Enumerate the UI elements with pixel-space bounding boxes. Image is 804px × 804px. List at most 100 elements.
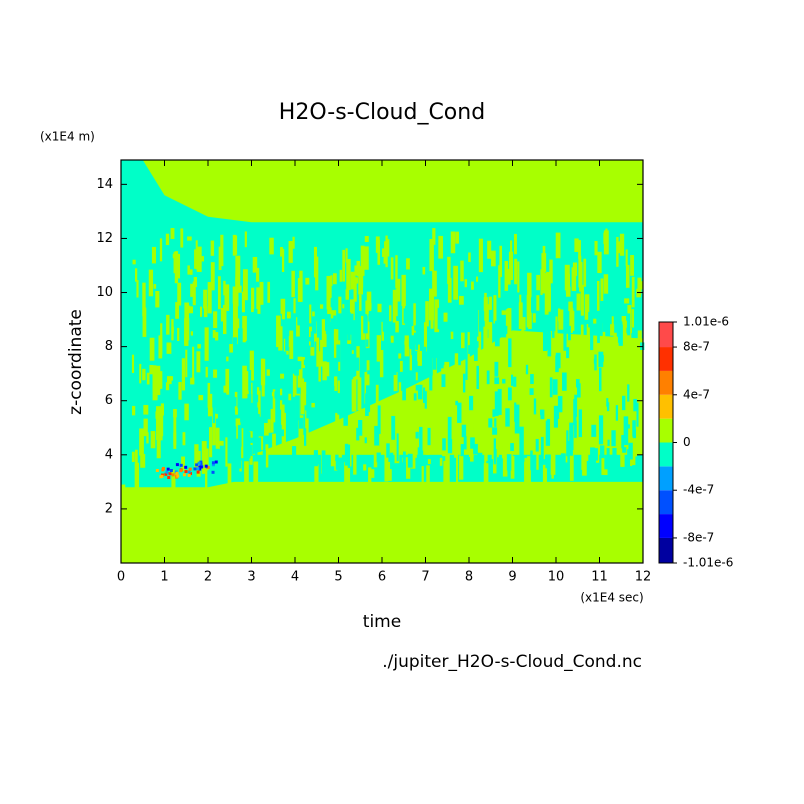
contour-streak	[313, 442, 317, 450]
contour-streak	[373, 451, 378, 468]
contour-streak	[423, 387, 426, 404]
contour-streak	[313, 450, 318, 467]
contour-streak	[353, 448, 357, 475]
contour-streak	[206, 466, 210, 470]
contour-streak	[146, 372, 150, 385]
contour-streak	[458, 420, 463, 432]
contour-streak	[627, 449, 631, 468]
contour-streak	[191, 377, 194, 385]
contour-streak	[297, 356, 303, 388]
contour-streak	[292, 236, 295, 249]
contour-streak	[552, 315, 555, 338]
contour-streak	[134, 449, 138, 480]
contour-streak	[370, 469, 375, 478]
contour-streak	[207, 393, 213, 417]
contour-streak	[299, 270, 303, 302]
contour-streak	[580, 324, 584, 341]
contour-streak	[353, 376, 356, 400]
contour-streak	[518, 364, 521, 385]
contour-streak	[376, 452, 381, 463]
contour-streak	[533, 398, 537, 415]
contour-streak	[618, 324, 623, 346]
contour-streak	[165, 233, 170, 246]
contour-streak	[500, 360, 503, 381]
contour-streak	[566, 430, 569, 457]
contour-streak	[623, 416, 629, 446]
contour-streak	[458, 295, 464, 305]
contour-streak	[555, 352, 561, 369]
contour-streak	[450, 331, 454, 340]
contour-streak	[219, 440, 224, 451]
contour-streak	[196, 467, 200, 471]
contour-streak	[540, 436, 544, 464]
y-tick-label: 4	[105, 447, 113, 462]
contour-streak	[331, 310, 337, 321]
contour-streak	[545, 324, 548, 331]
contour-streak	[155, 290, 160, 308]
contour-streak	[142, 368, 146, 381]
contour-streak	[457, 402, 462, 423]
contour-streak	[205, 448, 209, 471]
contour-streak	[356, 260, 360, 277]
contour-streak	[476, 276, 479, 282]
contour-streak	[536, 441, 539, 470]
contour-streak	[168, 472, 172, 476]
contour-streak	[494, 391, 499, 417]
contour-streak	[192, 346, 195, 379]
contour-streak	[364, 437, 367, 444]
contour-streak	[479, 351, 483, 370]
contour-streak	[391, 415, 396, 440]
contour-streak	[321, 450, 326, 476]
contour-streak	[132, 259, 136, 265]
contour-streak	[175, 463, 179, 467]
contour-streak	[458, 343, 461, 366]
contour-streak	[143, 418, 148, 437]
contour-streak	[438, 235, 444, 259]
contour-streak	[429, 238, 434, 272]
contour-streak	[571, 386, 576, 400]
contour-streak	[535, 310, 541, 325]
contour-streak	[377, 405, 381, 434]
contour-streak	[332, 273, 337, 285]
contour-streak	[530, 374, 534, 384]
contour-streak	[616, 237, 619, 267]
contour-streak	[228, 336, 233, 345]
colorbar-tick-label: 8e-7	[683, 340, 710, 354]
contour-streak	[488, 322, 493, 356]
contour-streak	[153, 284, 157, 289]
contour-streak	[529, 388, 534, 395]
contour-streak	[627, 313, 631, 336]
contour-streak	[179, 469, 183, 473]
contour-streak	[194, 249, 197, 269]
contour-streak	[305, 410, 309, 442]
contour-streak	[598, 351, 604, 368]
contour-streak	[345, 289, 349, 300]
contour-streak	[432, 351, 437, 370]
y-tick-label: 12	[96, 231, 113, 246]
contour-streak	[478, 401, 482, 412]
contour-streak	[218, 246, 222, 271]
contour-streak	[254, 448, 258, 461]
contour-streak	[420, 450, 424, 460]
contour-streak	[605, 228, 608, 250]
contour-streak	[464, 279, 468, 288]
contour-streak	[492, 351, 495, 376]
contour-streak	[328, 377, 333, 397]
contour-streak	[460, 260, 464, 282]
contour-streak	[158, 371, 163, 389]
contour-streak	[630, 433, 636, 466]
contour-streak	[594, 240, 598, 256]
colorbar-tick-label: -1.01e-6	[683, 556, 733, 570]
contour-streak	[541, 253, 547, 273]
contour-streak	[590, 328, 594, 351]
contour-streak	[342, 304, 345, 309]
contour-streak	[415, 384, 421, 391]
contour-streak	[537, 390, 542, 421]
contour-streak	[450, 392, 454, 405]
contour-streak	[333, 329, 339, 358]
contour-streak	[427, 427, 431, 446]
contour-streak	[367, 302, 372, 310]
contour-streak	[542, 329, 548, 352]
contour-streak	[510, 456, 515, 479]
contour-streak	[501, 310, 507, 315]
